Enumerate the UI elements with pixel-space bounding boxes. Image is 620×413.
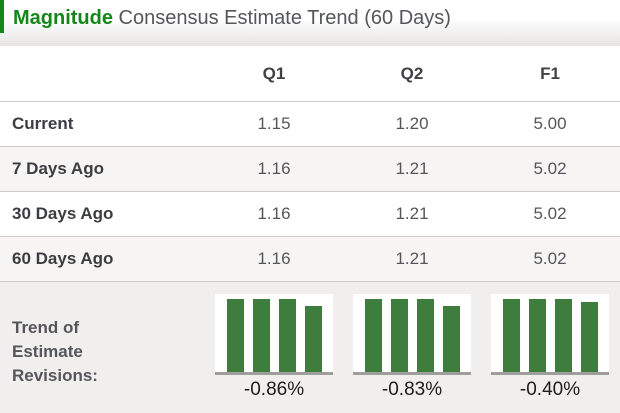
green-accent-bar <box>0 0 4 33</box>
table-row-current: Current 1.15 1.20 5.00 <box>0 101 620 146</box>
row-label: 7 Days Ago <box>12 159 104 178</box>
chart-baseline <box>353 372 471 375</box>
trend-revisions-label: Trend of Estimate Revisions: <box>0 282 205 413</box>
title-rest: Consensus Estimate Trend (60 Days) <box>113 7 451 29</box>
trend-chart-q1 <box>215 294 333 375</box>
column-header-row: Q1 Q2 F1 <box>0 46 620 101</box>
cell-value: 1.21 <box>395 159 429 178</box>
row-label: 30 Days Ago <box>12 204 114 223</box>
revision-percent-q2: -0.83% <box>381 379 443 400</box>
row-label: Current <box>12 114 74 133</box>
trend-chart-q2 <box>353 294 471 375</box>
cell-value: 1.20 <box>395 114 429 133</box>
cell-value: 5.02 <box>533 159 567 178</box>
revision-percent-q1: -0.86% <box>243 379 305 400</box>
cell-value: 1.21 <box>395 249 429 268</box>
revision-bar <box>502 299 520 372</box>
page-title: Magnitude Consensus Estimate Trend (60 D… <box>13 6 451 30</box>
cell-value: 5.02 <box>533 204 567 223</box>
trend-column-f1: -0.40% <box>481 282 619 413</box>
table-row-7-days-ago: 7 Days Ago 1.16 1.21 5.02 <box>0 146 620 191</box>
revision-bar <box>416 299 434 372</box>
column-header-q1: Q1 <box>262 63 286 83</box>
revision-bar <box>554 299 572 372</box>
cell-value: 1.15 <box>257 114 291 133</box>
column-header-q2: Q2 <box>400 63 424 83</box>
revision-bar <box>528 299 546 372</box>
table-row-30-days-ago: 30 Days Ago 1.16 1.21 5.02 <box>0 191 620 236</box>
table-row-60-days-ago: 60 Days Ago 1.16 1.21 5.02 <box>0 236 620 281</box>
cell-value: 1.21 <box>395 204 429 223</box>
trend-column-q1: -0.86% <box>205 282 343 413</box>
revision-bar <box>580 302 598 372</box>
revision-percent-f1: -0.40% <box>519 379 581 400</box>
revision-bar <box>364 299 382 372</box>
cell-value: 5.00 <box>533 114 567 133</box>
trend-chart-f1 <box>491 294 609 375</box>
trend-label-line: Estimate <box>12 342 83 361</box>
trend-label-line: Trend of <box>12 318 80 337</box>
cell-value: 1.16 <box>257 249 291 268</box>
chart-baseline <box>215 372 333 375</box>
trend-label-line: Revisions: <box>12 366 98 385</box>
row-label: 60 Days Ago <box>12 249 114 268</box>
column-header-f1: F1 <box>540 63 560 83</box>
cell-value: 5.02 <box>533 249 567 268</box>
revision-bar <box>442 306 460 372</box>
revision-bar <box>252 299 270 372</box>
trend-revisions-row: Trend of Estimate Revisions: -0.86% -0.8… <box>0 281 620 413</box>
revision-bar <box>304 306 322 372</box>
trend-column-q2: -0.83% <box>343 282 481 413</box>
chart-baseline <box>491 372 609 375</box>
revision-bar <box>390 299 408 372</box>
revision-bar <box>226 299 244 372</box>
revision-bar <box>278 299 296 372</box>
widget-header: Magnitude Consensus Estimate Trend (60 D… <box>0 0 620 46</box>
title-highlight: Magnitude <box>13 7 113 29</box>
cell-value: 1.16 <box>257 159 291 178</box>
cell-value: 1.16 <box>257 204 291 223</box>
